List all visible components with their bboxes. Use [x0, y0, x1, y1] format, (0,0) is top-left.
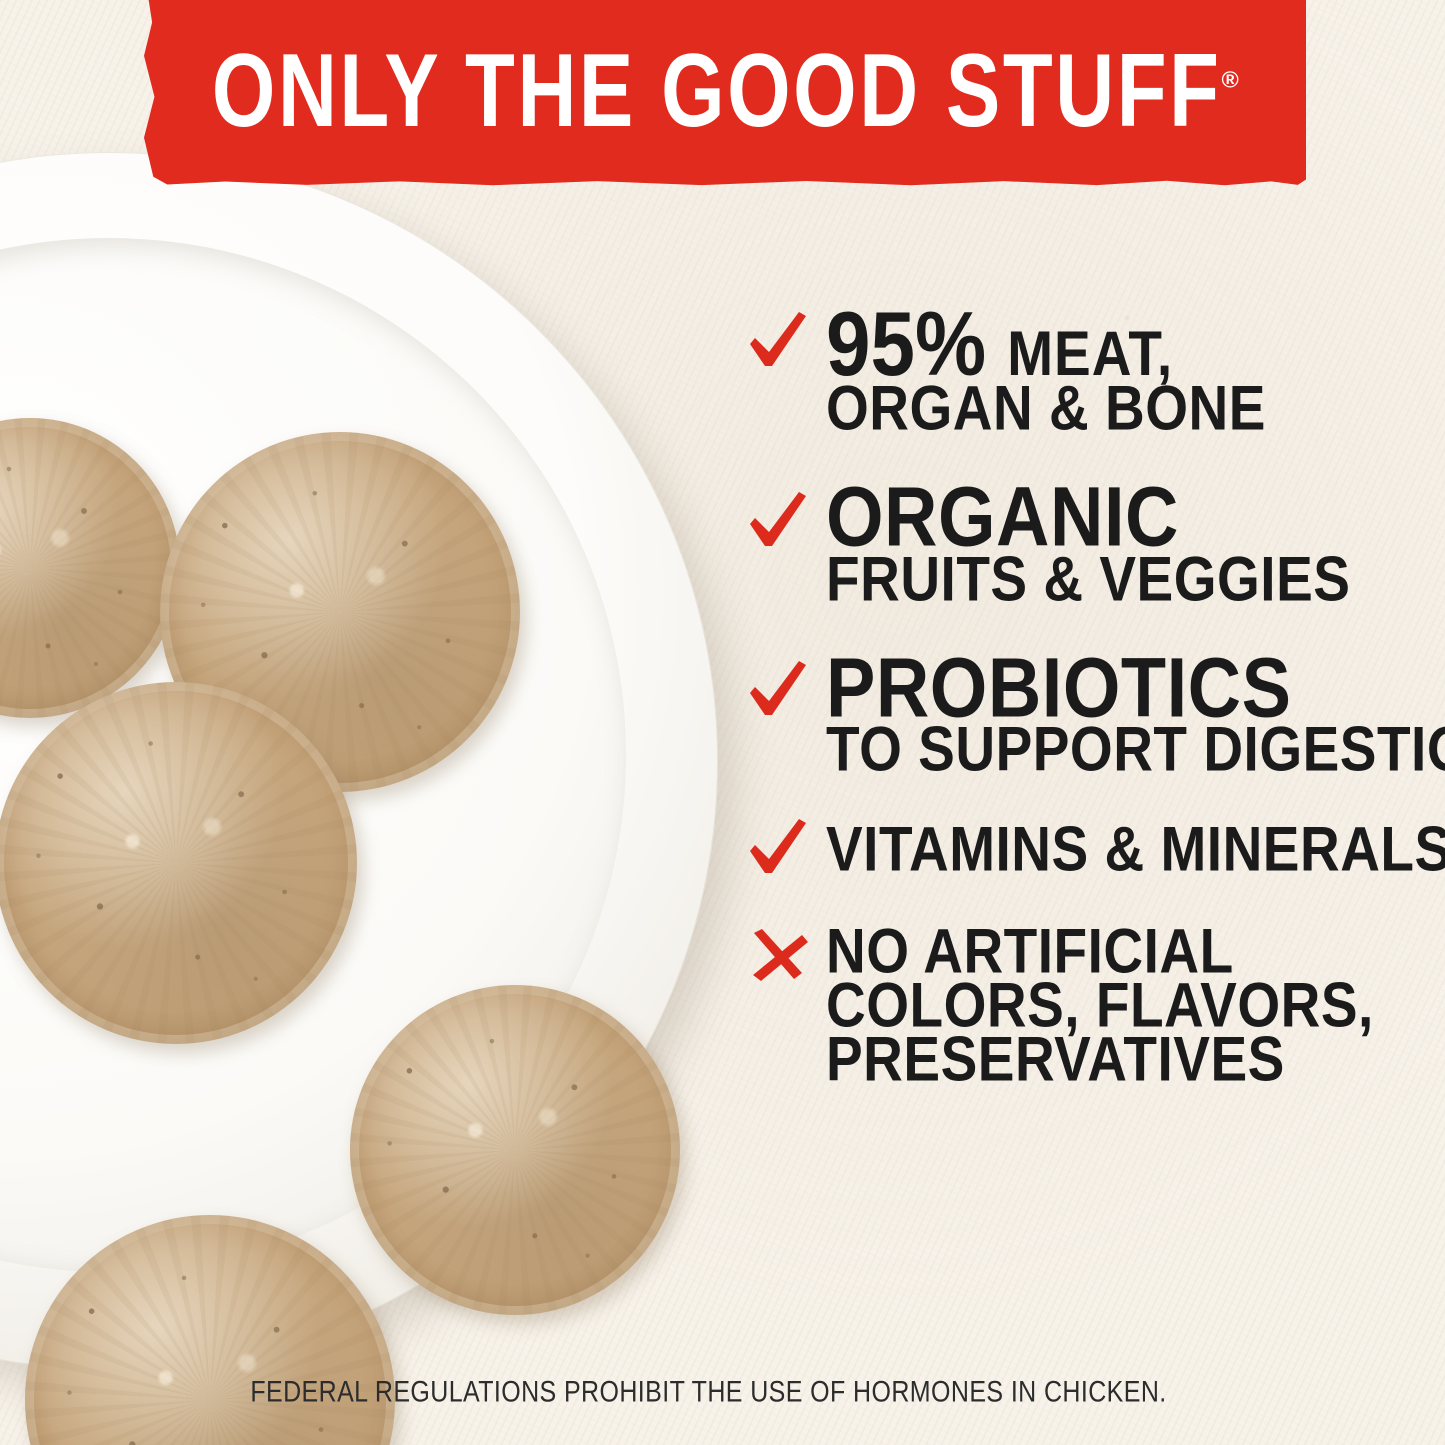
benefit-item-probiotics: PROBIOTICS TO SUPPORT DIGESTION	[742, 639, 1445, 780]
banner-title-text: ONLY THE GOOD STUFF	[211, 32, 1222, 149]
check-icon	[742, 655, 814, 727]
check-icon	[742, 486, 814, 558]
benefit-line-1: PROBIOTICS	[826, 639, 1292, 735]
banner-title: ONLY THE GOOD STUFF®	[212, 38, 1239, 143]
benefit-line-2: FRUITS & VEGGIES	[826, 543, 1351, 614]
benefit-line-1: NO ARTIFICIAL	[826, 915, 1234, 986]
registered-trademark-icon: ®	[1221, 66, 1239, 94]
benefit-emphasis: 95%	[826, 293, 987, 395]
benefit-line-1: 95% MEAT,	[826, 298, 1432, 389]
benefit-item-vitamins: VITAMINS & MINERALS	[742, 817, 1445, 880]
product-photo	[0, 152, 718, 1445]
benefit-item-organic: ORGANIC FRUITS & VEGGIES	[742, 469, 1432, 610]
benefit-line-2: TO SUPPORT DIGESTION	[826, 713, 1445, 785]
benefit-item-meat: 95% MEAT, ORGAN & BONE	[742, 298, 1432, 439]
check-icon	[742, 813, 814, 885]
benefit-text: VITAMINS & MINERALS	[826, 817, 1445, 880]
cross-icon	[742, 923, 814, 995]
benefit-text: 95% MEAT, ORGAN & BONE	[826, 298, 1432, 439]
benefit-list: 95% MEAT, ORGAN & BONE ORGANIC FRUITS & …	[742, 298, 1445, 1090]
benefit-line-1: VITAMINS & MINERALS	[826, 813, 1445, 885]
food-patty	[350, 985, 680, 1315]
food-patty	[0, 682, 357, 1044]
footer: FEDERAL REGULATIONS PROHIBIT THE USE OF …	[0, 1375, 1445, 1409]
benefit-text: ORGANIC FRUITS & VEGGIES	[826, 469, 1432, 610]
benefit-line-2: ORGAN & BONE	[826, 372, 1266, 444]
benefit-line-1: ORGANIC	[826, 469, 1179, 565]
check-icon	[742, 306, 814, 378]
benefit-text: PROBIOTICS TO SUPPORT DIGESTION	[826, 639, 1445, 780]
disclaimer-text: FEDERAL REGULATIONS PROHIBIT THE USE OF …	[250, 1375, 1167, 1409]
benefit-text: NO ARTIFICIAL COLORS, FLAVORS, PRESERVAT…	[826, 915, 1432, 1089]
benefit-emphasis-suffix: MEAT,	[1007, 318, 1174, 389]
benefit-line-3: PRESERVATIVES	[826, 1023, 1285, 1094]
headline-banner: ONLY THE GOOD STUFF®	[144, 0, 1306, 186]
benefit-item-no-artificial: NO ARTIFICIAL COLORS, FLAVORS, PRESERVAT…	[742, 915, 1432, 1090]
benefit-line-2: COLORS, FLAVORS,	[826, 969, 1374, 1040]
